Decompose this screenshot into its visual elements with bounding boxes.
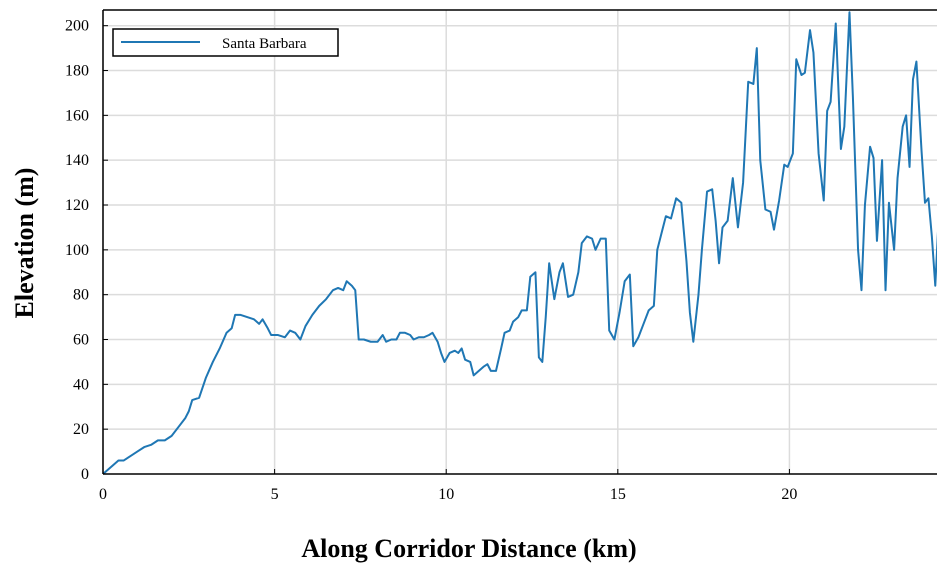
- x-tick-label: 15: [610, 486, 626, 503]
- x-tick-label: 5: [271, 486, 279, 503]
- y-tick-label: 200: [65, 18, 89, 35]
- series-group: [103, 11, 937, 475]
- y-tick-label: 160: [65, 107, 89, 124]
- y-tick-label: 80: [73, 287, 89, 304]
- y-tick-label: 20: [73, 421, 89, 438]
- legend-label-santa-barbara: Santa Barbara: [222, 36, 307, 52]
- y-tick-label: 40: [73, 376, 89, 393]
- y-tick-label: 100: [65, 242, 89, 259]
- y-tick-label: 60: [73, 332, 89, 349]
- legend: Santa Barbara: [112, 28, 339, 57]
- x-tick-label: 20: [781, 486, 797, 503]
- y-axis-title: Elevation (m): [10, 168, 39, 319]
- series-line-santa-barbara: [103, 11, 937, 475]
- y-tick-label: 140: [65, 152, 89, 169]
- y-tick-label: 0: [81, 466, 89, 483]
- grid-lines: [102, 10, 937, 474]
- x-tick-label: 10: [438, 486, 454, 503]
- y-tick-label: 180: [65, 63, 89, 80]
- axes: [102, 9, 937, 475]
- x-tick-label: 0: [99, 486, 107, 503]
- y-tick-label: 120: [65, 197, 89, 214]
- x-axis-title: Along Corridor Distance (km): [301, 534, 636, 563]
